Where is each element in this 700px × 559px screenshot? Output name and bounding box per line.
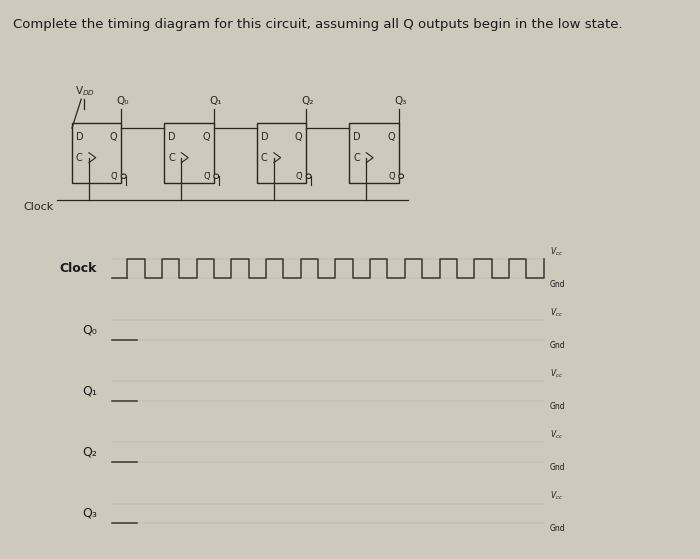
Text: Q₃: Q₃ [394,96,407,106]
Circle shape [121,174,126,178]
Text: $V_{cc}$: $V_{cc}$ [550,490,563,502]
Circle shape [214,174,218,178]
Text: Q̅: Q̅ [295,172,302,181]
Circle shape [306,174,311,178]
Text: Complete the timing diagram for this circuit, assuming all Q outputs begin in th: Complete the timing diagram for this cir… [13,18,623,31]
Text: D: D [169,132,176,142]
Text: Clock: Clock [23,202,53,211]
Text: Gnd: Gnd [550,280,566,289]
Text: Gnd: Gnd [550,463,566,472]
Bar [257,122,306,183]
Text: C: C [169,153,175,163]
Text: D: D [261,132,269,142]
Text: Q₂: Q₂ [82,446,97,458]
Text: Q̅: Q̅ [111,172,118,181]
Circle shape [399,174,404,178]
Bar [72,122,121,183]
Text: Clock: Clock [60,262,97,275]
Text: Q₀: Q₀ [82,324,97,337]
Text: $V_{cc}$: $V_{cc}$ [550,306,563,319]
Text: $V_{cc}$: $V_{cc}$ [550,429,563,441]
Text: Q₂: Q₂ [302,96,314,106]
Text: Q̅: Q̅ [203,172,210,181]
Text: $V_{cc}$: $V_{cc}$ [550,367,563,380]
Text: Q: Q [387,132,395,142]
Text: D: D [354,132,361,142]
Bar [349,122,399,183]
Text: D: D [76,132,83,142]
Text: Q̅: Q̅ [388,172,395,181]
Text: Q₃: Q₃ [82,507,97,520]
Bar [164,122,214,183]
Text: Q₁: Q₁ [82,385,97,397]
Text: C: C [261,153,267,163]
Text: V$_{DD}$: V$_{DD}$ [75,84,95,98]
Text: Gnd: Gnd [550,402,566,411]
Text: Q₁: Q₁ [209,96,221,106]
Text: Q: Q [295,132,302,142]
Text: Gnd: Gnd [550,524,566,533]
Text: Q: Q [110,132,118,142]
Text: Q: Q [202,132,210,142]
Text: C: C [354,153,360,163]
Text: Gnd: Gnd [550,341,566,350]
Text: C: C [76,153,83,163]
Text: $V_{cc}$: $V_{cc}$ [550,245,563,258]
Text: Q₀: Q₀ [117,96,129,106]
